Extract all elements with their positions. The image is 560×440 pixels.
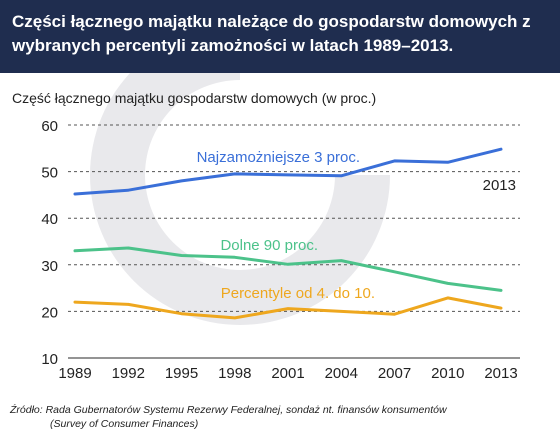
x-tick-label-1989: 1989 <box>58 365 91 382</box>
source-line-1: Źródło: Rada Gubernatorów Systemu Rezerw… <box>10 404 447 416</box>
x-tick-label-1998: 1998 <box>218 365 251 382</box>
chart-title: Części łącznego majątku należące do gosp… <box>12 12 531 55</box>
chart-title-banner: Części łącznego majątku należące do gosp… <box>0 0 560 73</box>
x-tick-label-1995: 1995 <box>165 365 198 382</box>
series-line-2 <box>73 246 503 292</box>
y-tick-label-20: 20 <box>41 304 58 321</box>
series-line-1 <box>73 147 503 196</box>
source-note: Źródło: Rada Gubernatorów Systemu Rezerw… <box>10 403 550 431</box>
y-tick-label-30: 30 <box>41 258 58 275</box>
x-tick-label-2007: 2007 <box>378 365 411 382</box>
x-tick-label-2001: 2001 <box>271 365 304 382</box>
x-tick-label-1992: 1992 <box>112 365 145 382</box>
source-line-2: (Survey of Consumer Finances) <box>50 418 199 430</box>
y-tick-label-60: 60 <box>41 118 58 135</box>
y-tick-label-10: 10 <box>41 351 58 368</box>
x-tick-label-2004: 2004 <box>325 365 358 382</box>
series-label-3: Percentyle od 4. do 10. <box>221 285 375 302</box>
annotation-1: 2013 <box>483 177 516 194</box>
x-tick-label-2013: 2013 <box>484 365 517 382</box>
series-label-1: Najzamożniejsze 3 proc. <box>197 149 360 166</box>
y-tick-label-40: 40 <box>41 211 58 228</box>
x-tick-label-2010: 2010 <box>431 365 464 382</box>
y-axis-label: Część łącznego majątku gospodarstw domow… <box>12 90 377 106</box>
series-label-2: Dolne 90 proc. <box>220 237 318 254</box>
y-tick-label-50: 50 <box>41 165 58 182</box>
